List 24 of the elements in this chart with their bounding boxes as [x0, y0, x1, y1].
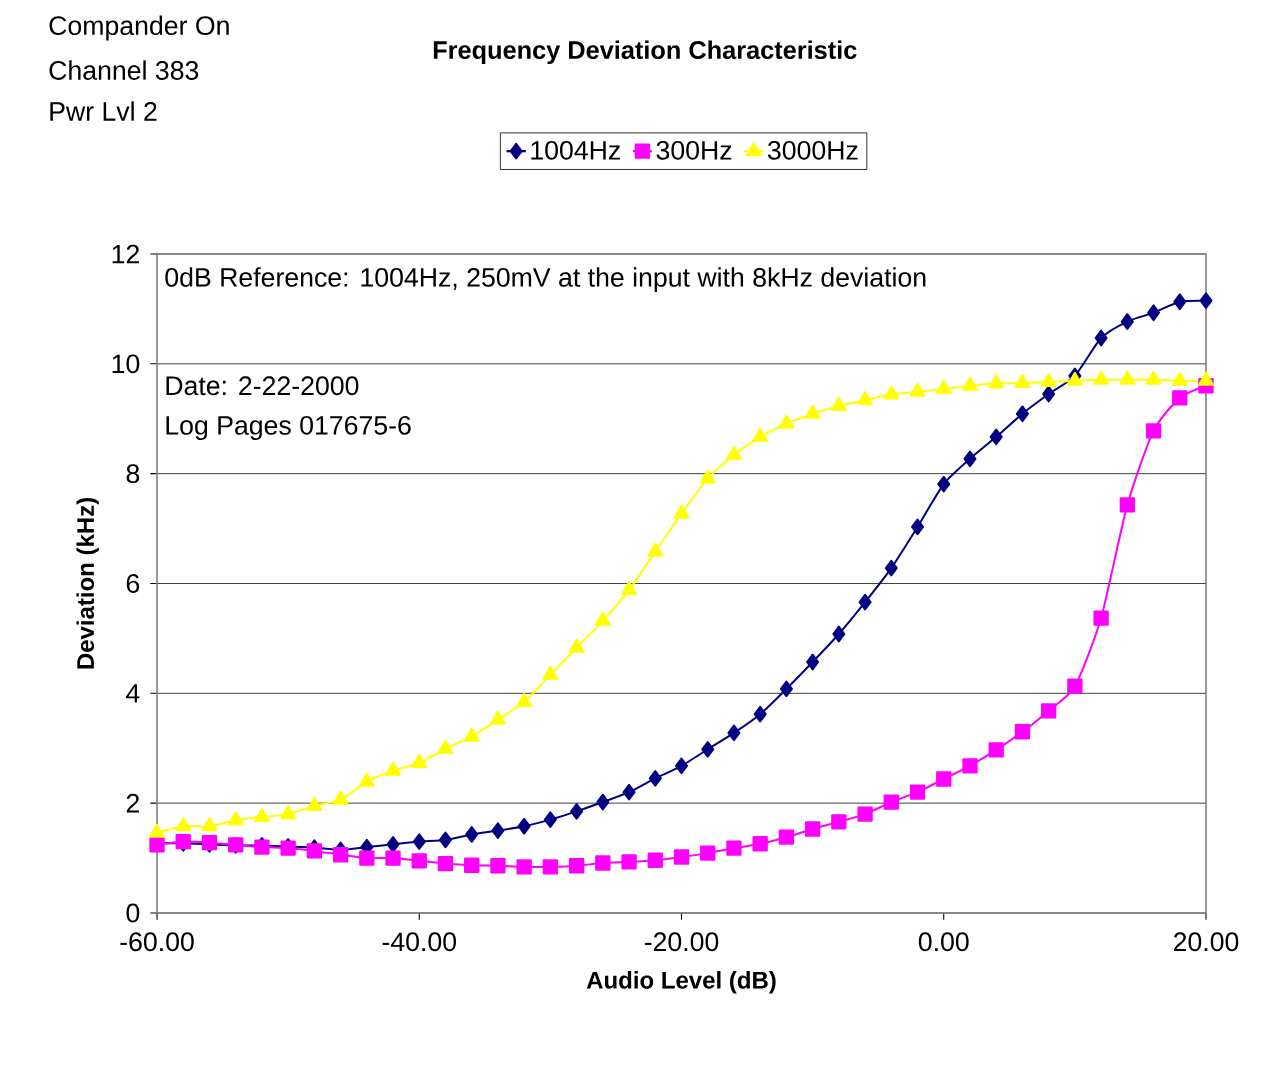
x-axis-title: Audio Level (dB) — [586, 971, 776, 994]
legend-label: 3000Hz — [767, 140, 858, 160]
text: Compander On — [49, 15, 229, 41]
x-tick-label: 0.00 — [918, 932, 969, 952]
chart-title: Frequency Deviation Characteristic — [433, 40, 857, 65]
y-tick-label: 8 — [126, 464, 140, 484]
annotation: 0dB Reference: 1004Hz, 250mV at the input with 8kHz deviation — [165, 267, 926, 293]
text: Channel 383 — [49, 60, 199, 80]
text: Pwr Lvl 2 — [50, 101, 157, 121]
x-tick-label: -40.00 — [382, 932, 456, 952]
y-tick-label: 2 — [126, 793, 139, 813]
y-tick-label: 12 — [112, 244, 139, 264]
annotation: Log Pages 017675-6 — [166, 415, 411, 441]
y-axis-title: Deviation (kHz) — [76, 498, 99, 669]
y-tick-label: 10 — [112, 354, 140, 374]
x-tick-label: -20.00 — [644, 932, 719, 952]
legend-label: 1004Hz — [531, 140, 620, 160]
annotation: Date: 2-22-2000 — [166, 376, 359, 396]
legend-label: 300Hz — [656, 140, 732, 160]
y-tick-label: 0 — [126, 903, 140, 923]
y-tick-label: 6 — [126, 574, 140, 593]
y-tick-label: 4 — [126, 684, 140, 703]
x-tick-label: 20.00 — [1173, 932, 1239, 952]
x-tick-label: -60.00 — [120, 932, 194, 952]
